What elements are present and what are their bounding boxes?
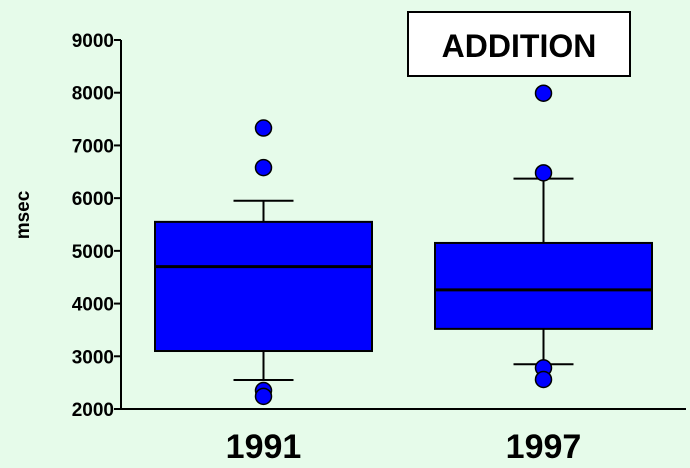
y-tick-label: 6000 (72, 189, 114, 210)
outlier-point (534, 370, 553, 389)
title-box: ADDITION (407, 11, 631, 77)
outlier-point (254, 158, 273, 177)
x-category-label: 1991 (226, 428, 302, 466)
title-frame (407, 11, 631, 77)
outlier-point (534, 164, 553, 182)
y-tick-label: 8000 (72, 84, 114, 105)
plot-area: 2000 3000 4000 5000 6000 7000 8000 9000 1991 1997 (72, 31, 686, 466)
box-1991 (154, 220, 373, 353)
y-axis-title: msec (13, 190, 34, 239)
chart-title: ADDITION (442, 28, 597, 64)
y-tick-label: 3000 (72, 347, 114, 368)
box-1997 (434, 241, 653, 330)
y-tick-label: 4000 (72, 295, 114, 316)
outlier-point (254, 119, 273, 137)
y-tick-label: 5000 (72, 242, 114, 263)
y-tick-label: 7000 (72, 136, 114, 157)
x-category-label: 1997 (506, 428, 582, 466)
outlier-point (534, 84, 553, 102)
y-tick-label: 2000 (72, 400, 114, 421)
outlier-point (254, 387, 273, 406)
y-tick-label: 9000 (72, 31, 114, 52)
